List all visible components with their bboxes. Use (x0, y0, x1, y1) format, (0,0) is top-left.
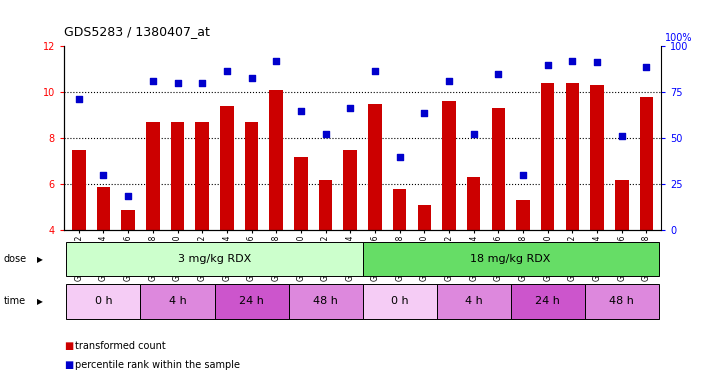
Text: ■: ■ (64, 360, 73, 370)
Text: 3 mg/kg RDX: 3 mg/kg RDX (178, 254, 251, 264)
Point (196, 80, 208, 86)
Text: 48 h: 48 h (313, 296, 338, 306)
Text: 4 h: 4 h (169, 296, 186, 306)
Bar (220, 106, 234, 230)
Text: 24 h: 24 h (239, 296, 264, 306)
Point (98, 172, 109, 178)
Text: ▶: ▶ (37, 297, 43, 306)
Bar (319, 180, 332, 230)
Point (542, 61, 553, 68)
Text: 48 h: 48 h (609, 296, 634, 306)
Text: percentile rank within the sample: percentile rank within the sample (75, 360, 240, 370)
Point (345, 105, 356, 111)
Point (567, 58, 578, 64)
Bar (442, 101, 456, 230)
Bar (66, 284, 141, 319)
Bar (541, 83, 555, 230)
Point (641, 64, 652, 70)
Bar (565, 83, 579, 230)
Bar (141, 284, 215, 319)
Text: 24 h: 24 h (535, 296, 560, 306)
Bar (584, 284, 659, 319)
Bar (289, 284, 363, 319)
Point (419, 110, 430, 116)
Bar (245, 122, 258, 230)
Bar (417, 205, 431, 230)
Bar (640, 97, 653, 230)
Point (394, 154, 405, 160)
Point (172, 80, 183, 86)
Text: GDS5283 / 1380407_at: GDS5283 / 1380407_at (64, 25, 210, 38)
Point (518, 172, 529, 178)
Bar (196, 122, 209, 230)
Bar (146, 122, 160, 230)
Bar (516, 200, 530, 230)
Point (73, 96, 85, 102)
Bar (171, 122, 184, 230)
Text: 0 h: 0 h (95, 296, 112, 306)
Point (320, 131, 331, 137)
Point (493, 71, 504, 77)
Point (468, 131, 479, 137)
Point (295, 108, 306, 114)
Text: 4 h: 4 h (465, 296, 483, 306)
Bar (510, 284, 584, 319)
Text: ▶: ▶ (37, 255, 43, 264)
Text: dose: dose (4, 254, 27, 264)
Point (122, 193, 134, 199)
Bar (294, 157, 308, 230)
Bar (363, 284, 437, 319)
Bar (590, 85, 604, 230)
Point (221, 68, 232, 74)
Text: time: time (4, 296, 26, 306)
Text: ■: ■ (64, 341, 73, 351)
Point (271, 58, 282, 64)
Bar (122, 210, 135, 230)
Text: 100%: 100% (665, 33, 693, 43)
Text: 18 mg/kg RDX: 18 mg/kg RDX (471, 254, 551, 264)
Point (616, 133, 627, 139)
Bar (72, 150, 85, 230)
Bar (97, 187, 110, 230)
Point (147, 78, 159, 84)
Text: 0 h: 0 h (391, 296, 408, 306)
Bar (368, 104, 382, 230)
Point (246, 75, 257, 81)
Bar (437, 284, 510, 319)
Bar (467, 177, 481, 230)
Text: transformed count: transformed count (75, 341, 166, 351)
Point (369, 68, 380, 74)
Bar (615, 180, 629, 230)
Bar (343, 150, 357, 230)
Point (443, 78, 454, 84)
Point (592, 59, 603, 65)
Bar (215, 284, 289, 319)
Bar (66, 242, 363, 276)
Bar (269, 90, 283, 230)
Bar (491, 108, 505, 230)
Bar (363, 242, 659, 276)
Bar (393, 189, 407, 230)
